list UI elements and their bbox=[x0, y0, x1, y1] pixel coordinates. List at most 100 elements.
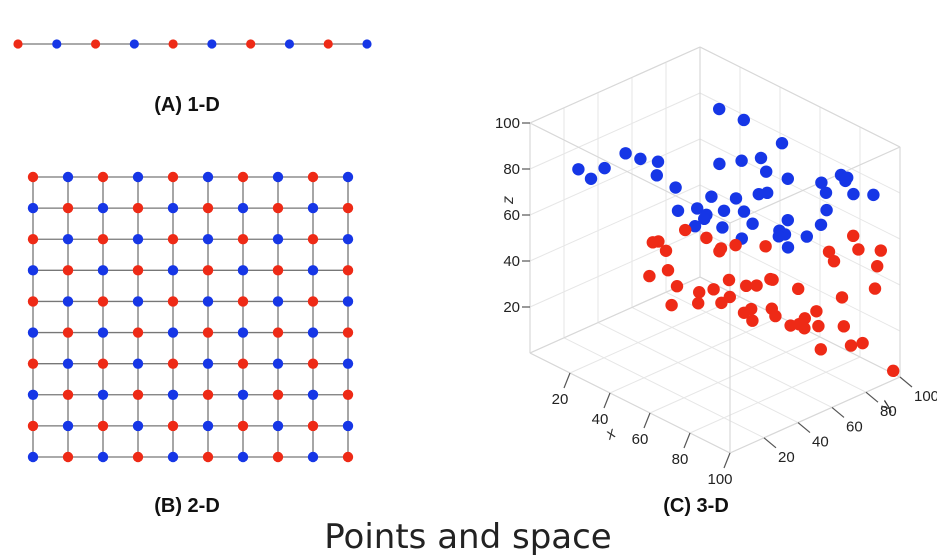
wall-grid-line bbox=[699, 92, 901, 194]
y-tick-label: 80 bbox=[880, 403, 897, 420]
y-tick-label: 60 bbox=[846, 418, 863, 435]
blue-point bbox=[781, 241, 795, 254]
blue-point bbox=[651, 155, 665, 168]
wall-grid-line bbox=[529, 92, 701, 170]
panel-b-point bbox=[307, 451, 319, 463]
red-point bbox=[722, 273, 736, 287]
blue-point bbox=[815, 176, 828, 189]
red-point bbox=[887, 364, 900, 378]
panel-b-point bbox=[62, 202, 74, 214]
panel-a-point bbox=[246, 39, 256, 49]
panel-b-point bbox=[132, 389, 144, 400]
blue-point bbox=[650, 169, 663, 182]
floor-grid-line bbox=[597, 322, 799, 424]
panel-b-point bbox=[342, 234, 354, 245]
blue-point bbox=[737, 113, 750, 127]
panel-b-point bbox=[97, 265, 109, 276]
blue-point bbox=[691, 202, 704, 215]
panel-b-point bbox=[342, 420, 354, 432]
panel-b-point bbox=[202, 234, 214, 245]
panel-b-point bbox=[342, 451, 354, 463]
red-point bbox=[661, 264, 675, 277]
red-point bbox=[814, 343, 827, 356]
floor-grid-line bbox=[569, 296, 741, 374]
panel-a-point bbox=[323, 39, 333, 49]
box-edge bbox=[529, 46, 701, 124]
panel-a-point bbox=[284, 39, 295, 49]
panel-b-point bbox=[202, 389, 214, 400]
red-point bbox=[837, 320, 850, 333]
x-tick-mark bbox=[643, 412, 651, 429]
panel-b-point bbox=[237, 171, 249, 183]
panel-b-point bbox=[202, 171, 214, 183]
blue-point bbox=[584, 172, 598, 185]
blue-point bbox=[705, 190, 718, 203]
panel-b-point bbox=[307, 234, 319, 245]
red-point bbox=[874, 244, 887, 257]
panel-b-point bbox=[62, 358, 74, 369]
panel-b-point bbox=[132, 202, 144, 214]
floor-grid-line bbox=[563, 337, 765, 439]
blue-point bbox=[814, 218, 828, 231]
panel-b-point bbox=[27, 296, 39, 307]
panel-b-point bbox=[167, 420, 179, 432]
panel-b-point bbox=[272, 327, 284, 338]
red-point bbox=[792, 318, 806, 331]
blue-point bbox=[729, 192, 743, 205]
wall-grid-line bbox=[699, 138, 901, 240]
panel-b-point bbox=[272, 296, 284, 307]
panel-b-point bbox=[237, 265, 249, 276]
panel-b-point bbox=[167, 234, 179, 245]
z-tick-label: 20 bbox=[503, 299, 520, 316]
red-point bbox=[670, 280, 684, 293]
blue-point bbox=[572, 163, 585, 176]
red-point bbox=[723, 290, 736, 304]
panel-b-point bbox=[27, 358, 39, 369]
panel-b-point bbox=[167, 451, 179, 463]
panel-b-point bbox=[62, 171, 74, 183]
red-point bbox=[856, 336, 869, 350]
panel-b-point bbox=[307, 296, 319, 307]
panel-b-point bbox=[27, 389, 39, 400]
z-tick-label: 100 bbox=[495, 115, 520, 132]
panel-b-point bbox=[342, 389, 354, 400]
panel-b-point bbox=[132, 451, 144, 463]
panel-b-point bbox=[307, 327, 319, 338]
panel-b-point bbox=[62, 296, 74, 307]
panel-b-point bbox=[202, 265, 214, 276]
floor-grid-line bbox=[689, 356, 861, 434]
panel-b-point bbox=[272, 451, 284, 463]
panel-b-point bbox=[237, 420, 249, 432]
panel-b-point bbox=[27, 327, 39, 338]
panel-b-point bbox=[237, 202, 249, 214]
panel-b-point bbox=[27, 171, 39, 183]
panel-b-point bbox=[27, 202, 39, 214]
y-tick-mark bbox=[899, 376, 913, 388]
red-point bbox=[659, 244, 673, 257]
panel-b-point bbox=[202, 420, 214, 432]
panel-b-point bbox=[237, 296, 249, 307]
panel-b-point bbox=[132, 265, 144, 276]
panel-b-point bbox=[307, 358, 319, 369]
panel-b-point bbox=[237, 327, 249, 338]
panel-a-points bbox=[13, 39, 372, 49]
x-tick-label: 20 bbox=[552, 391, 569, 408]
y-tick-mark bbox=[831, 406, 845, 418]
blue-point bbox=[669, 181, 682, 194]
panel-b-point bbox=[62, 451, 74, 463]
blue-point bbox=[819, 186, 833, 199]
panel-b-point bbox=[307, 202, 319, 214]
panel-b-point bbox=[307, 265, 319, 276]
red-point bbox=[693, 286, 706, 299]
panel-a-point bbox=[168, 39, 178, 49]
x-tick-label: 40 bbox=[592, 411, 609, 428]
red-point bbox=[810, 305, 823, 318]
panel-b-point bbox=[27, 451, 39, 463]
panel-a-point bbox=[362, 39, 372, 49]
panel-c-points bbox=[572, 102, 900, 378]
panel-b-point bbox=[97, 171, 109, 183]
panel-b-points bbox=[27, 171, 354, 463]
y-tick-label: 100 bbox=[914, 388, 937, 405]
